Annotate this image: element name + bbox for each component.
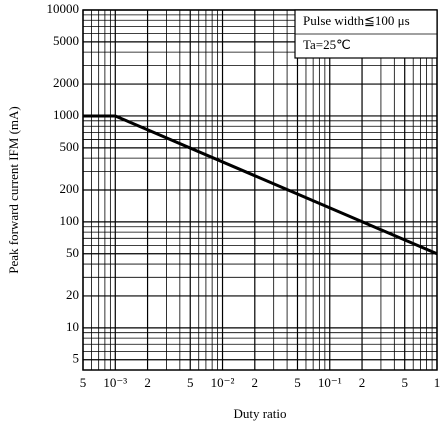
annotation: Pulse width≦100 μs xyxy=(303,13,410,28)
x-tick-label: 5 xyxy=(80,375,87,390)
y-tick-label: 50 xyxy=(66,245,79,260)
y-tick-label: 2000 xyxy=(53,75,79,90)
x-tick-label: 2 xyxy=(359,375,366,390)
x-tick-label: 2 xyxy=(144,375,151,390)
y-tick-label: 10000 xyxy=(47,1,80,16)
x-tick-label: 10⁻² xyxy=(211,375,235,390)
x-tick-label: 5 xyxy=(401,375,408,390)
y-tick-label: 1000 xyxy=(53,107,79,122)
y-tick-label: 5000 xyxy=(53,33,79,48)
y-axis-label: Peak forward current IFM (mA) xyxy=(6,106,21,274)
y-tick-label: 500 xyxy=(60,139,80,154)
y-tick-label: 20 xyxy=(66,287,79,302)
y-tick-label: 5 xyxy=(73,351,80,366)
x-tick-label: 1 xyxy=(434,375,441,390)
data-line xyxy=(83,114,438,256)
x-tick-label: 5 xyxy=(294,375,301,390)
annotation: Ta=25℃ xyxy=(303,37,351,52)
plot-frame xyxy=(82,9,438,371)
y-tick-label: 200 xyxy=(60,181,80,196)
x-axis-label: Duty ratio xyxy=(233,406,286,421)
x-tick-label: 10⁻¹ xyxy=(318,375,342,390)
x-tick-label: 2 xyxy=(252,375,259,390)
x-tick-label: 10⁻³ xyxy=(103,375,127,390)
y-tick-label: 100 xyxy=(60,213,80,228)
x-tick-label: 5 xyxy=(187,375,194,390)
y-tick-label: 10 xyxy=(66,319,79,334)
